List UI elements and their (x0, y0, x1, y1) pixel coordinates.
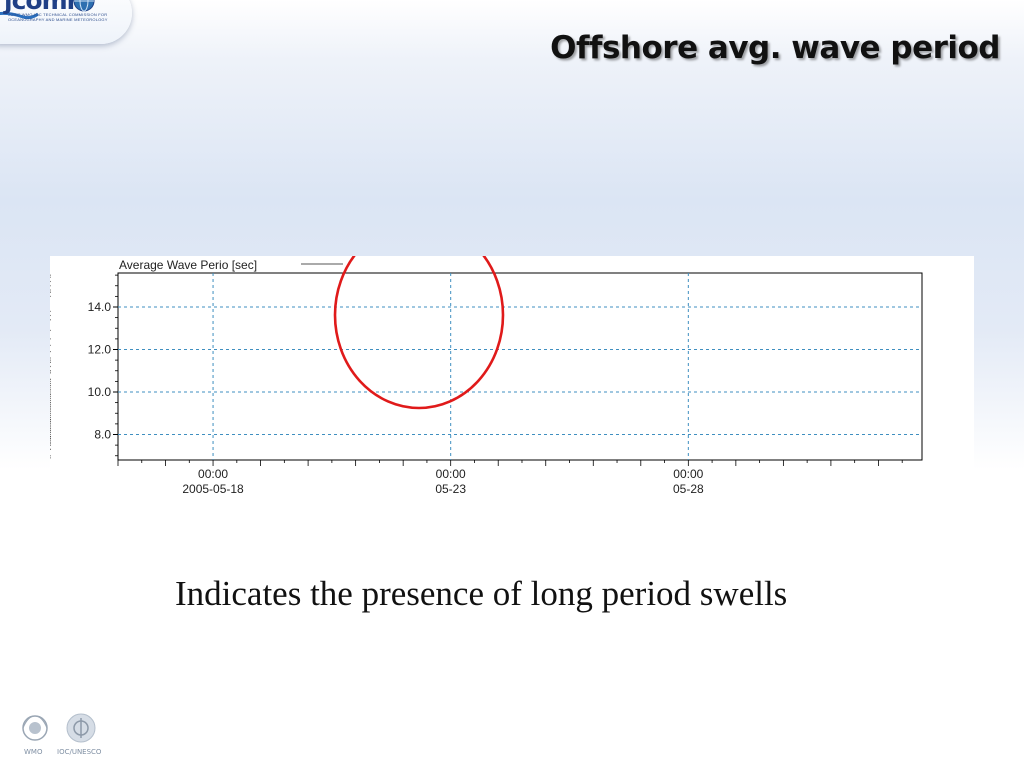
data-point (50, 289, 51, 291)
data-point (50, 310, 51, 312)
data-point (50, 393, 51, 395)
data-point (50, 361, 51, 363)
data-point (50, 440, 51, 442)
wmo-logo-icon (22, 715, 48, 741)
data-point (50, 421, 51, 423)
chart-background (50, 256, 974, 506)
slide-title: Offshore avg. wave period (550, 30, 1000, 66)
x-tick-date-label: 2005-05-18 (182, 482, 244, 496)
data-point (50, 359, 51, 361)
ioc-logo-icon (66, 713, 96, 743)
data-point (50, 423, 51, 425)
data-point (50, 427, 51, 429)
data-point (50, 387, 51, 389)
data-point (50, 438, 51, 440)
data-point (50, 382, 51, 385)
y-tick-label: 8.0 (94, 428, 111, 442)
data-point (50, 410, 51, 412)
data-point (50, 365, 51, 368)
data-point (50, 442, 51, 444)
data-point (50, 357, 51, 359)
x-tick-time-label: 00:00 (673, 467, 703, 481)
data-point (50, 402, 51, 404)
jcomm-logo: jcomm JOINT WMO-IOC TECHNICAL COMMISSION… (0, 0, 132, 44)
data-point (50, 380, 51, 382)
data-point (50, 416, 51, 419)
data-point (50, 329, 51, 331)
wave-period-chart: 8.010.012.014.000:002005-05-1800:0005-23… (50, 256, 974, 506)
data-point (50, 397, 51, 399)
logo-swirl-icon (0, 11, 39, 20)
data-point (50, 436, 51, 438)
data-point (50, 429, 51, 431)
axis-ticks: 8.010.012.014.000:002005-05-1800:0005-23… (88, 274, 903, 496)
data-point (50, 378, 51, 380)
data-point (50, 351, 51, 353)
series-layer (50, 274, 51, 459)
data-point (50, 457, 51, 459)
x-tick-date-label: 05-28 (673, 482, 704, 496)
data-point (50, 431, 51, 433)
data-point (50, 344, 51, 346)
y-tick-label: 14.0 (88, 300, 112, 314)
data-point (50, 319, 51, 321)
data-point (50, 404, 51, 406)
data-point (50, 455, 51, 457)
data-point (50, 276, 51, 278)
data-point (50, 448, 51, 450)
caption: Indicates the presence of long period sw… (175, 574, 788, 613)
legend-label: Average Wave Perio [sec] (119, 258, 257, 272)
data-point (50, 433, 51, 436)
plot-frame (117, 272, 923, 461)
data-point (50, 285, 51, 287)
ioc-label: IOC/UNESCO (57, 748, 102, 756)
data-point (50, 406, 51, 408)
data-point (50, 414, 51, 416)
y-tick-label: 12.0 (88, 343, 112, 357)
data-point (50, 399, 51, 402)
globe-icon (73, 0, 95, 12)
data-point (50, 389, 51, 391)
data-point (50, 274, 51, 276)
data-point (50, 425, 51, 427)
data-point (50, 391, 51, 393)
data-point (50, 412, 51, 414)
data-point (50, 408, 51, 410)
x-tick-time-label: 00:00 (198, 467, 228, 481)
data-point (50, 385, 51, 387)
x-tick-date-label: 05-23 (435, 482, 466, 496)
x-tick-time-label: 00:00 (436, 467, 466, 481)
data-point (50, 395, 51, 397)
data-point (50, 314, 51, 317)
wmo-label: WMO (24, 748, 43, 756)
data-point (50, 338, 51, 340)
data-point (50, 295, 51, 297)
y-tick-label: 10.0 (88, 385, 112, 399)
data-point (50, 280, 51, 283)
data-point (50, 370, 51, 372)
data-point (50, 444, 51, 446)
data-point (50, 291, 51, 293)
data-point (50, 372, 51, 374)
grid-lines (118, 273, 922, 460)
logo-text: jcomm (4, 0, 93, 15)
logo-subtitle: JOINT WMO-IOC TECHNICAL COMMISSION FOR O… (8, 12, 108, 22)
highlight-circle (333, 256, 505, 410)
data-point (50, 419, 51, 421)
